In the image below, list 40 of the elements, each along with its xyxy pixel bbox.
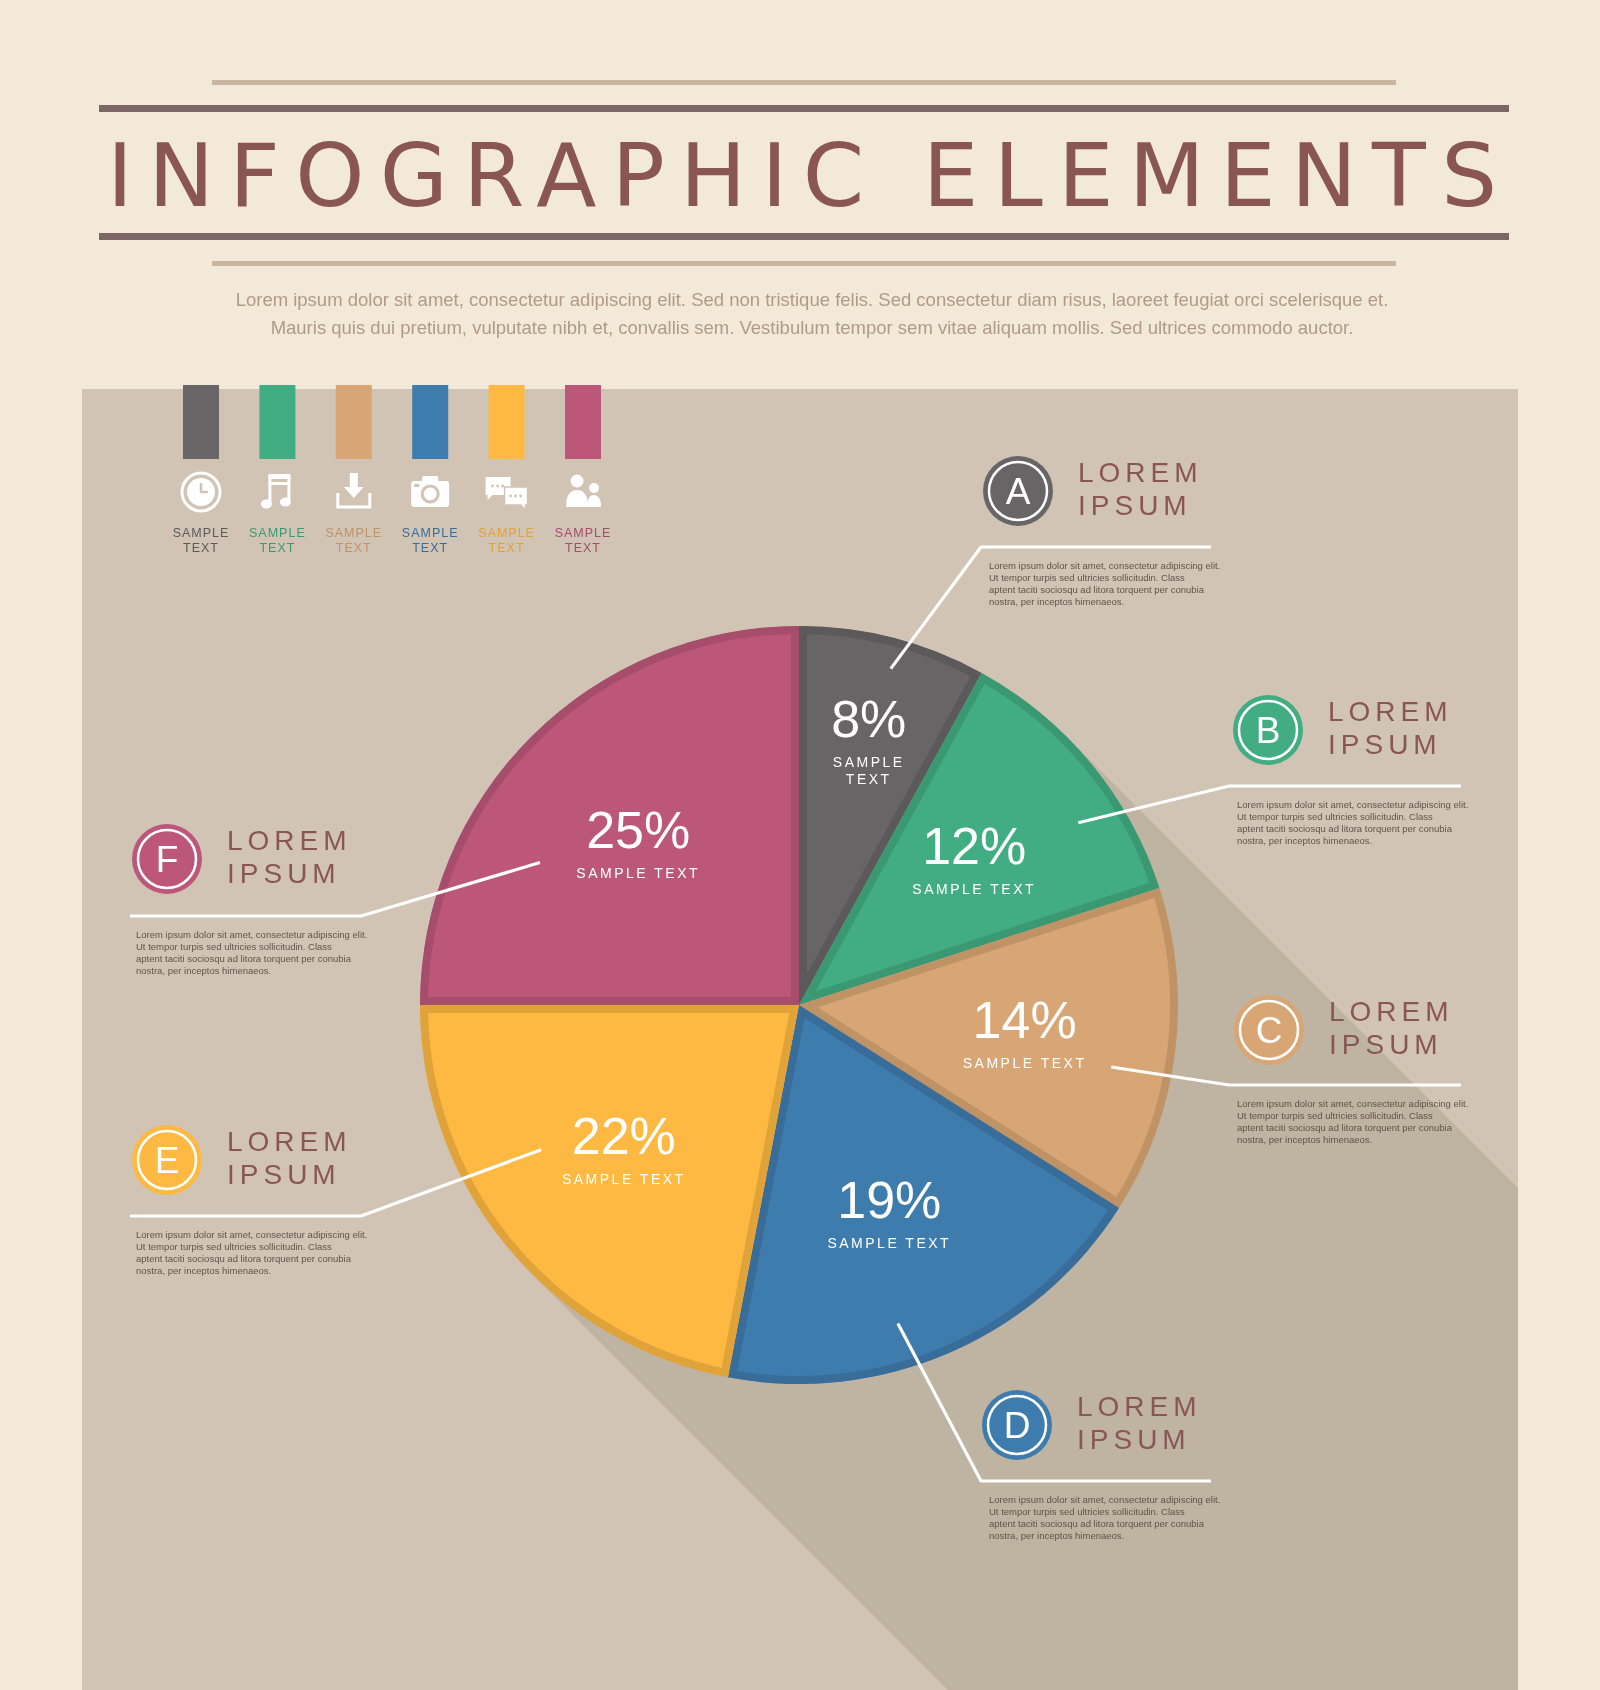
- pie-slice: [420, 1005, 799, 1378]
- slice-label: SAMPLE TEXT: [962, 1054, 1087, 1071]
- data-label: 25%: [586, 801, 691, 860]
- data-label: 14%: [972, 990, 1077, 1049]
- text: A: [1005, 471, 1031, 512]
- text: LOREM IPSUM: [1077, 1391, 1202, 1455]
- slice-label: SAMPLE TEXT: [912, 881, 1037, 898]
- text: C: [1255, 1010, 1283, 1051]
- text: Lorem ipsum dolor sit amet, consectetur adipiscing elit. Ut tempor turpis sed ultricies sollicitudin. Class aptent taciti sociosqu ad litora torquent per conubia nostra, per inceptos himenaeos.: [1237, 799, 1469, 846]
- data-label: 19%: [837, 1170, 942, 1229]
- category-label: SAMPLE TEXT: [249, 526, 306, 555]
- slice-label: SAMPLE TEXT: [576, 865, 701, 882]
- category-label: SAMPLE TEXT: [478, 526, 535, 555]
- text: F: [155, 839, 179, 880]
- text: LOREM IPSUM: [1329, 996, 1454, 1060]
- slice-label: SAMPLE TEXT: [832, 754, 905, 788]
- chart-title: INFOGRAPHIC ELEMENTS: [107, 124, 1497, 227]
- text: Lorem ipsum dolor sit amet, consectetur adipiscing elit. Ut tempor turpis sed ultricies sollicitudin. Class aptent taciti sociosqu ad litora torquent per conubia nostra, per inceptos himenaeos.: [136, 1229, 368, 1276]
- text: Lorem ipsum dolor sit amet, consectetur adipiscing elit. Ut tempor turpis sed ultricies sollicitudin. Class aptent taciti sociosqu ad litora torquent per conubia nostra, per inceptos himenaeos.: [989, 560, 1221, 607]
- text: LOREM IPSUM: [1078, 457, 1203, 521]
- text: LOREM IPSUM: [1328, 696, 1453, 760]
- data-label: 8%: [831, 690, 907, 749]
- chart-subtitle: Lorem ipsum dolor sit amet, consectetur adipiscing elit. Sed non tristique felis. Sed consectetur diam risus, laoreet feugiat orci scelerisque et. Mauris quis dui pretium, vulputate nibh et, convallis sem. Vestibulum tempor sem vitae aliquam mollis. Sed ultrices commodo auctor.: [235, 289, 1389, 338]
- text: Lorem ipsum dolor sit amet, consectetur adipiscing elit. Ut tempor turpis sed ultricies sollicitudin. Class aptent taciti sociosqu ad litora torquent per conubia nostra, per inceptos himenaeos.: [1237, 1098, 1469, 1145]
- data-label: 12%: [922, 817, 1027, 876]
- slice-label: SAMPLE TEXT: [554, 526, 612, 555]
- slice-label: SAMPLE TEXT: [827, 1234, 952, 1251]
- text: LOREM IPSUM: [227, 825, 352, 889]
- category-label: SAMPLE TEXT: [401, 526, 459, 555]
- text: LOREM IPSUM: [227, 1126, 352, 1190]
- text: Lorem ipsum dolor sit amet, consectetur adipiscing elit. Ut tempor turpis sed ultricies sollicitudin. Class aptent taciti sociosqu ad litora torquent per conubia nostra, per inceptos himenaeos.: [136, 929, 368, 976]
- category-label: SAMPLE TEXT: [325, 526, 383, 555]
- category-label: SAMPLE TEXT: [172, 526, 230, 555]
- pie-slice: [420, 626, 799, 1005]
- text: D: [1003, 1405, 1031, 1446]
- data-label: 22%: [571, 1106, 676, 1165]
- text: B: [1255, 710, 1281, 751]
- slice-label: SAMPLE TEXT: [561, 1170, 686, 1187]
- text: Lorem ipsum dolor sit amet, consectetur adipiscing elit. Ut tempor turpis sed ultricies sollicitudin. Class aptent taciti sociosqu ad litora torquent per conubia nostra, per inceptos himenaeos.: [989, 1494, 1221, 1541]
- text: E: [154, 1140, 180, 1181]
